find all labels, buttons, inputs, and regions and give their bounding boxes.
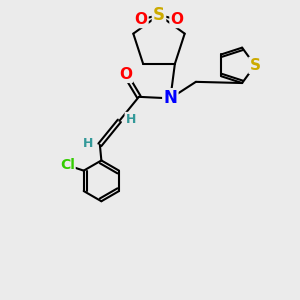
Text: O: O: [170, 12, 184, 27]
Text: N: N: [164, 89, 177, 107]
Text: O: O: [119, 67, 132, 82]
Text: H: H: [83, 137, 94, 150]
Text: S: S: [153, 6, 165, 24]
Text: Cl: Cl: [60, 158, 75, 172]
Text: S: S: [250, 58, 260, 73]
Text: O: O: [134, 12, 148, 27]
Text: H: H: [126, 113, 136, 126]
